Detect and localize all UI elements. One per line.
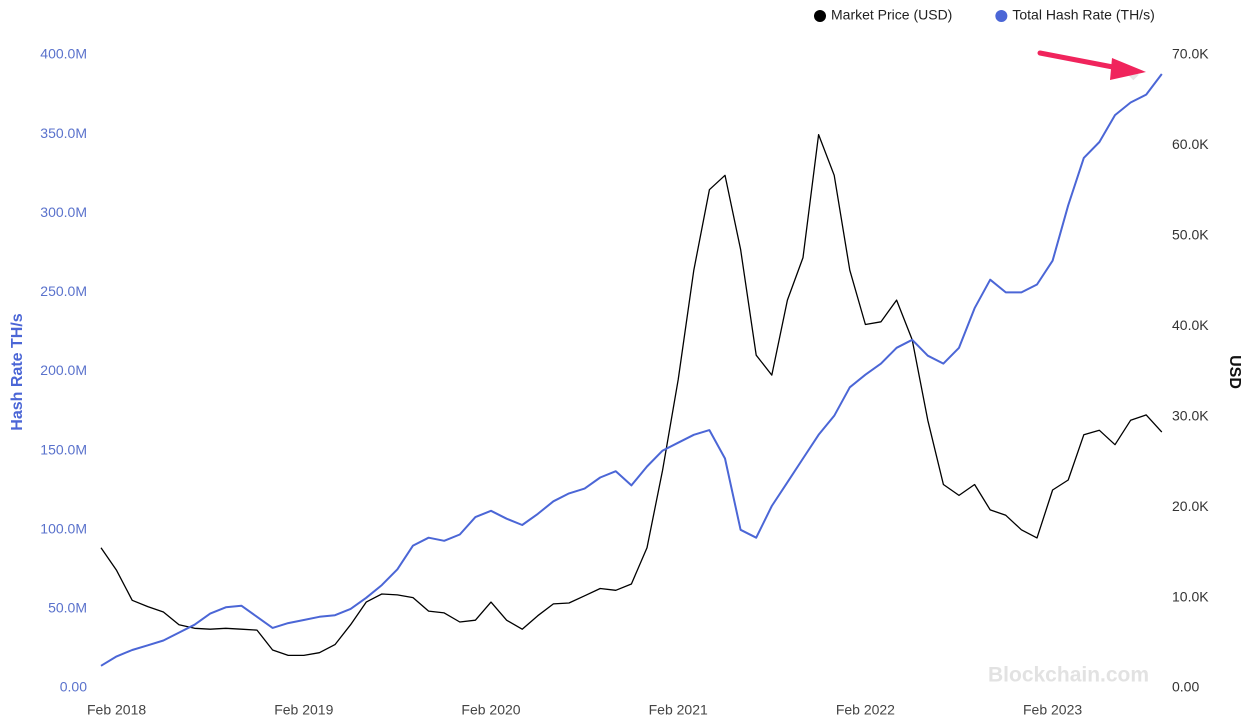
x-tick-label: Feb 2020 xyxy=(461,702,520,718)
y2-tick-label: 70.0K xyxy=(1172,46,1209,62)
y2-tick-label: 10.0K xyxy=(1172,588,1209,604)
x-tick-label: Feb 2018 xyxy=(87,702,146,718)
legend-marker xyxy=(814,10,826,22)
y-tick-label: 300.0M xyxy=(40,204,87,220)
arrow-head xyxy=(1110,58,1146,80)
y-axis-label: Hash Rate TH/s xyxy=(9,313,26,430)
legend-label: Total Hash Rate (TH/s) xyxy=(1012,7,1154,23)
y2-axis-label: USD xyxy=(1226,355,1243,389)
arrow-annotation xyxy=(1037,50,1146,80)
x-tick-label: Feb 2023 xyxy=(1023,702,1082,718)
y2-tick-label: 50.0K xyxy=(1172,227,1209,243)
y2-tick-label: 60.0K xyxy=(1172,136,1209,152)
x-tick-label: Feb 2022 xyxy=(836,702,895,718)
y-tick-label: 100.0M xyxy=(40,520,87,536)
y-tick-label: 400.0M xyxy=(40,46,87,62)
y2-tick-label: 30.0K xyxy=(1172,407,1209,423)
arrow-shaft xyxy=(1037,50,1121,71)
y-tick-label: 200.0M xyxy=(40,362,87,378)
legend-marker xyxy=(995,10,1008,22)
y-tick-label: 0.00 xyxy=(60,679,87,695)
series-line xyxy=(100,73,1163,667)
y-tick-label: 150.0M xyxy=(40,441,87,457)
y2-tick-label: 0.00 xyxy=(1172,679,1199,695)
series-line xyxy=(100,133,1163,657)
x-tick-label: Feb 2019 xyxy=(274,702,333,718)
y-tick-label: 50.0M xyxy=(48,600,87,616)
legend: Market Price (USD) Total Hash Rate (TH/s) xyxy=(814,7,1155,23)
watermark: Blockchain.com xyxy=(988,664,1149,687)
legend-label: Market Price (USD) xyxy=(831,7,952,23)
y2-tick-label: 40.0K xyxy=(1172,317,1209,333)
y-tick-label: 250.0M xyxy=(40,283,87,299)
y-tick-label: 350.0M xyxy=(40,125,87,141)
y2-tick-label: 20.0K xyxy=(1172,498,1209,514)
x-tick-label: Feb 2021 xyxy=(649,702,708,718)
